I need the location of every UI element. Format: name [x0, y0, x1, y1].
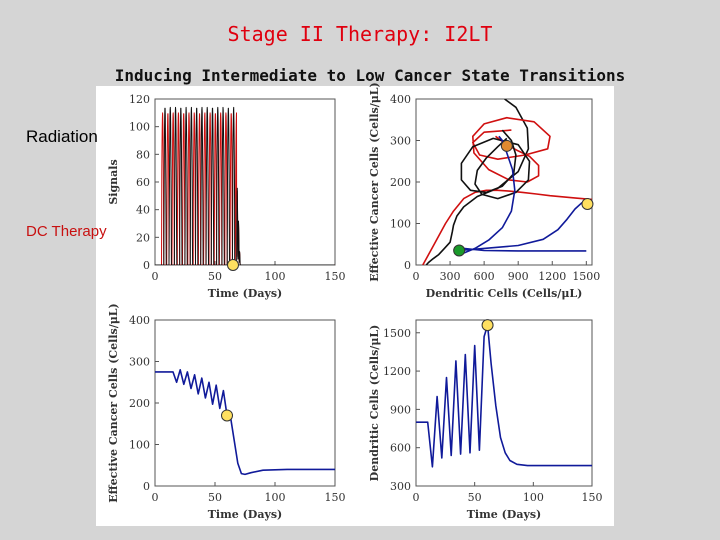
signals-ylabel: Signals [107, 159, 120, 204]
slide-subtitle: Inducing Intermediate to Low Cancer Stat… [114, 66, 626, 85]
phase-ylabel: Effective Cancer Cells (Cells/μL) [368, 82, 381, 281]
phase-series-trajectory-2 [459, 202, 588, 252]
dc_time-xtick-label: 0 [413, 491, 420, 504]
dc_time-ytick-label: 1500 [383, 327, 411, 340]
dc_time-xlabel: Time (Days) [467, 508, 542, 521]
phase-xtick-label: 600 [474, 270, 495, 283]
phase-ytick-label: 200 [390, 176, 411, 189]
dc_time-ylabel: Dendritic Cells (Cells/μL) [368, 325, 381, 482]
signals-data [155, 106, 335, 265]
phase-marker [581, 197, 594, 210]
phase-xtick-label: 1200 [538, 270, 566, 283]
signals-ytick-label: 20 [136, 231, 150, 244]
cancer_time-ylabel: Effective Cancer Cells (Cells/μL) [107, 303, 120, 502]
cancer_time-xtick-label: 150 [325, 491, 346, 504]
signals-ytick-label: 60 [136, 176, 150, 189]
phase-ytick-label: 300 [390, 135, 411, 148]
phase-xlabel: Dendritic Cells (Cells/μL) [426, 287, 583, 300]
cancer_time-xtick-label: 100 [265, 491, 286, 504]
dc_time-ytick-label: 600 [390, 442, 411, 455]
phase-series-radiation-spiral [460, 129, 531, 200]
signals-ytick-label: 80 [136, 148, 150, 161]
cancer_time-ytick-label: 400 [129, 314, 150, 327]
cancer_time-ytick-label: 100 [129, 439, 150, 452]
cancer_time-data [155, 369, 335, 476]
dc_time-xtick-label: 100 [523, 491, 544, 504]
dc-therapy-label: DC Therapy [26, 223, 107, 240]
phase-frame [415, 98, 593, 266]
cancer_time-ytick-label: 0 [143, 480, 150, 493]
dc_time-ytick-label: 300 [390, 480, 411, 493]
signals-series-dc-pulses [155, 106, 335, 265]
phase-ytick-label: 100 [390, 218, 411, 231]
cancer_time-xtick-label: 50 [208, 491, 222, 504]
slide-title: Stage II Therapy: I2LT [227, 22, 493, 46]
dc_time-marker [481, 319, 494, 332]
dc_time-ytick-label: 900 [390, 403, 411, 416]
cancer_time-xlabel: Time (Days) [208, 508, 283, 521]
radiation-label: Radiation [26, 127, 98, 146]
phase-chart: 0 100 200 300 400 0 300 600 900 1200 1500 Dendritic… [368, 82, 600, 300]
signals-xtick-label: 100 [265, 270, 286, 283]
cancer_time-frame [154, 319, 336, 487]
dc_time-series-dendritic [416, 324, 592, 468]
phase-marker [500, 139, 513, 152]
cancer_time-marker [221, 409, 233, 422]
cancer_time-ytick-label: 200 [129, 397, 150, 410]
dc_time-xtick-label: 50 [468, 491, 482, 504]
phase-ytick-label: 0 [404, 259, 411, 272]
phase-xtick-label: 0 [413, 270, 420, 283]
dc_time-data [416, 324, 592, 468]
dc_time-xtick-label: 150 [582, 491, 603, 504]
phase-xtick-label: 900 [508, 270, 529, 283]
phase-ytick-label: 400 [390, 93, 411, 106]
signals-ytick-label: 0 [143, 259, 150, 272]
signals-xtick-label: 0 [152, 270, 159, 283]
phase-series-trajectory [456, 135, 587, 256]
phase-xtick-label: 1500 [572, 270, 600, 283]
signals-xtick-label: 150 [325, 270, 346, 283]
signals-chart: 0 20 40 60 80 100 120 0 50 100 150 Time (Days) Signa… [107, 93, 346, 300]
signals-xlabel: Time (Days) [208, 287, 283, 300]
phase-xtick-label: 300 [440, 270, 461, 283]
cancer_time-ytick-label: 300 [129, 356, 150, 369]
phase-data [422, 99, 592, 265]
phase-series-nullcline-b [422, 189, 592, 265]
cancer_time-xtick-label: 0 [152, 491, 159, 504]
cancer_time-series-cancer [155, 369, 335, 476]
phase-marker [453, 244, 466, 257]
phase-series-nullcline-a [425, 99, 530, 265]
signals-ytick-label: 40 [136, 204, 150, 217]
signals-xtick-label: 50 [208, 270, 222, 283]
signals-ytick-label: 100 [129, 121, 150, 134]
dc_time-ytick-label: 1200 [383, 365, 411, 378]
signals-marker [227, 259, 239, 271]
signals-ytick-label: 120 [129, 93, 150, 106]
phase-series-dc-therapy-spiral [472, 116, 551, 183]
dc_time-frame [415, 319, 593, 487]
cancer_time-chart: 0 100 200 300 400 0 50 100 150 Time (Days) Effecti… [107, 303, 346, 521]
dc_time-chart: 300 600 900 1200 1500 0 50 100 150 Time (Days) Den… [368, 319, 603, 521]
